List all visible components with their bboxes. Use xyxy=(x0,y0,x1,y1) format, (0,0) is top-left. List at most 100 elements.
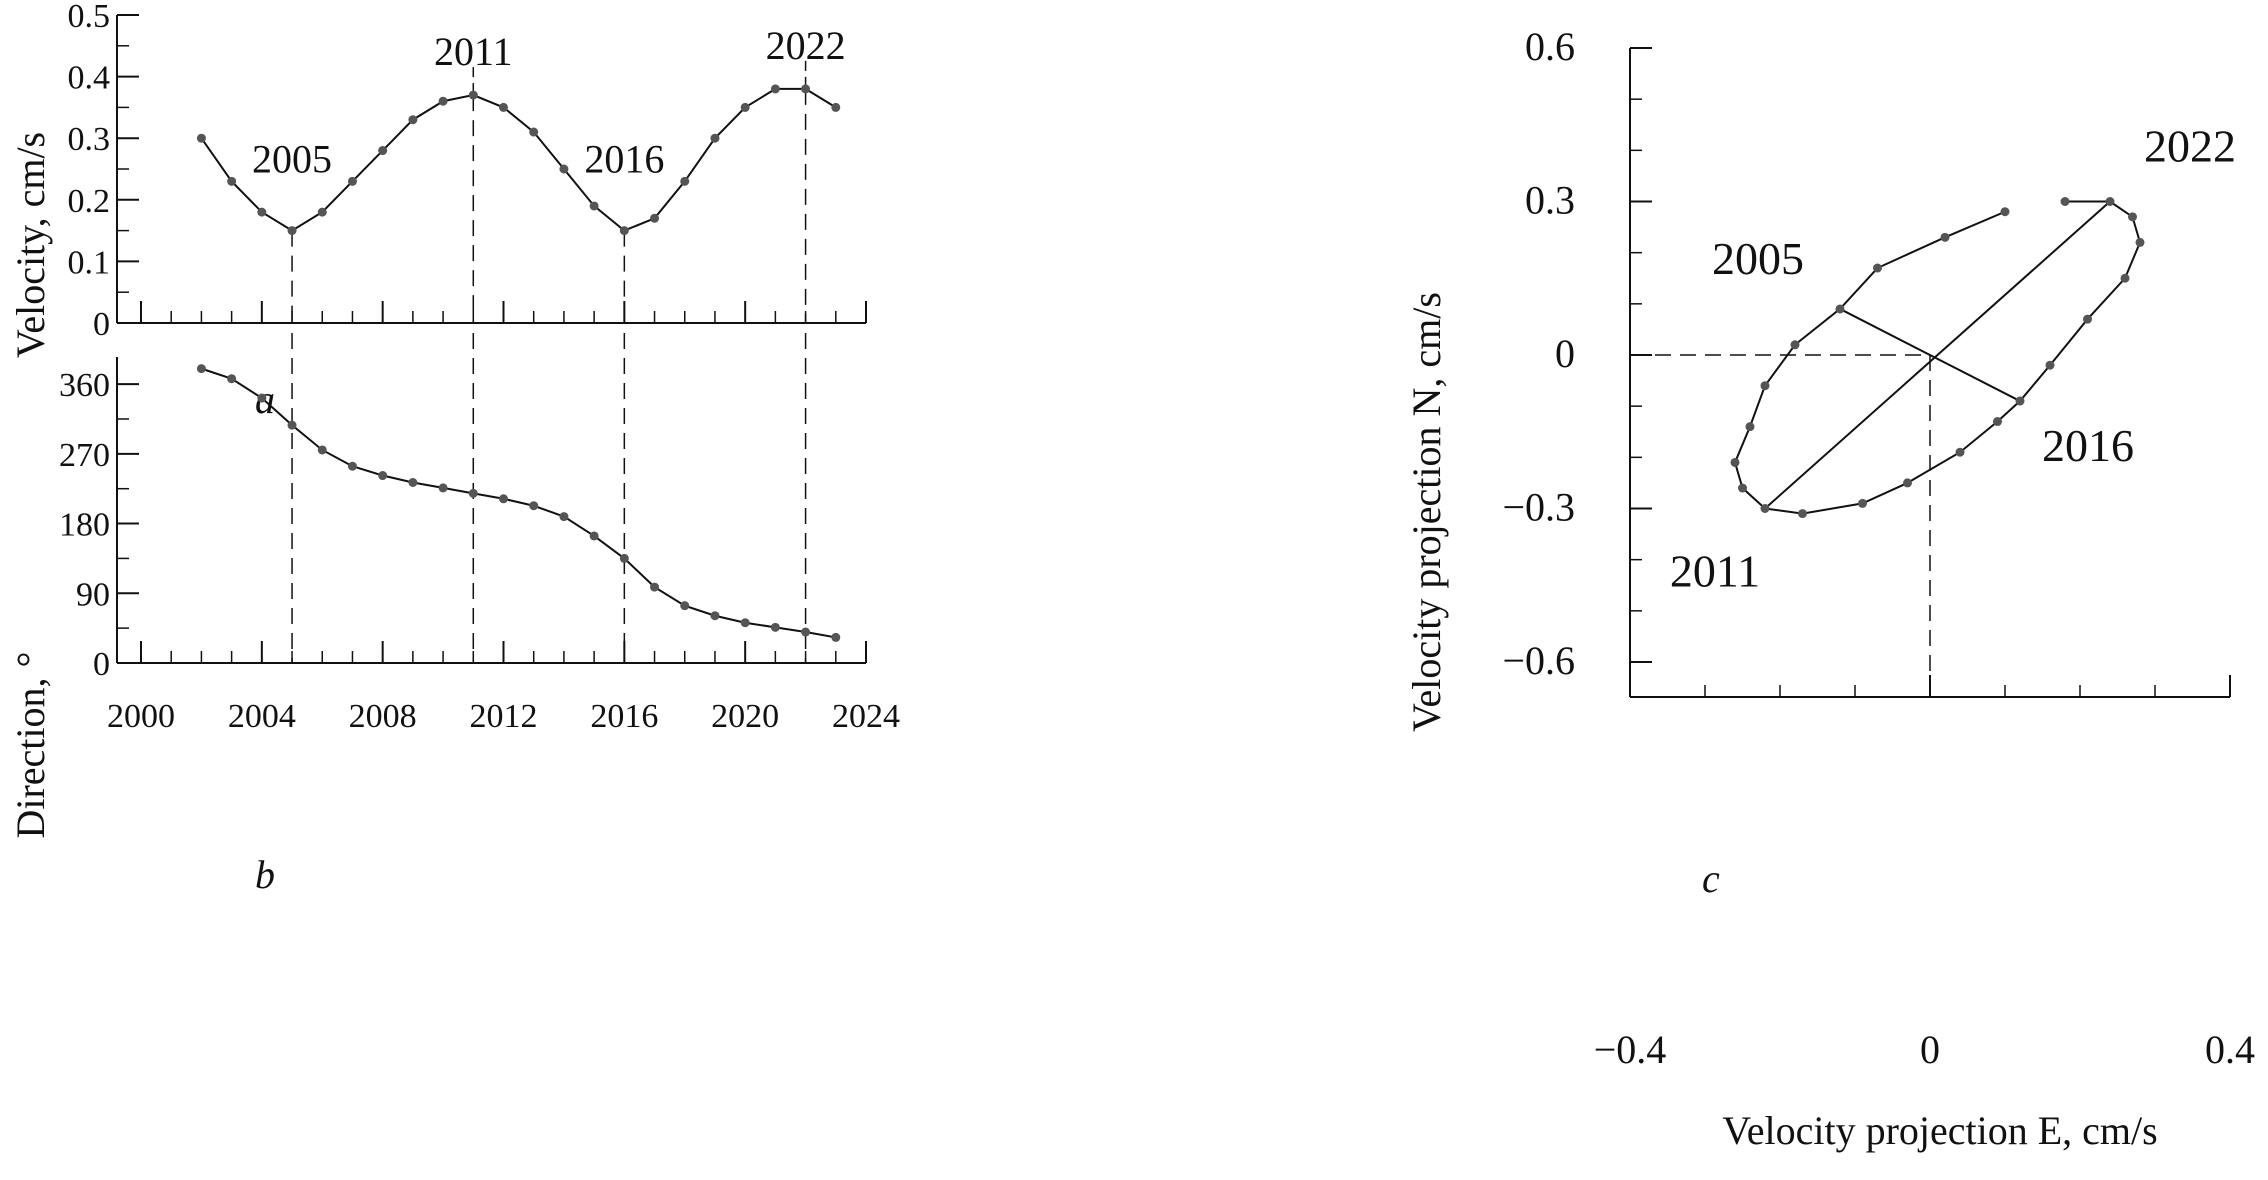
panel-b-xtick-label: 2000 xyxy=(107,698,175,735)
panel-a-point xyxy=(801,84,811,94)
panel-c-xtick-label: 0 xyxy=(1920,1027,1940,1072)
panel-a-ylabel: Velocity, cm/s xyxy=(8,132,53,358)
panel-b-xtick-label: 2016 xyxy=(590,698,658,735)
panel-b-guides xyxy=(291,333,807,663)
panel-a-point xyxy=(408,115,418,125)
panel-c-major-axis xyxy=(1764,200,2111,510)
panel-b-point xyxy=(529,501,539,511)
panel-a-ytick-label: 0.5 xyxy=(68,0,111,35)
panel-a-point xyxy=(710,133,720,143)
panel-b-point xyxy=(347,461,357,471)
panel-a-point xyxy=(589,201,599,211)
panel-b-point xyxy=(770,622,780,632)
panel-a-point xyxy=(317,207,327,217)
panel-c-point xyxy=(1760,381,1770,391)
panel-c-ytick-label: −0.3 xyxy=(1502,485,1575,530)
panel-b-ytick-label: 180 xyxy=(59,507,110,544)
panel-c: −0.6 −0.3 0 0.3 0.6 −0.4 0 0.4 2005 2011 2016 2022… xyxy=(1404,24,2255,1153)
panel-b-direction-line xyxy=(201,367,836,639)
panel-a-annotation-2022: 2022 xyxy=(766,23,846,68)
panel-c-point xyxy=(1745,422,1755,432)
panel-c-point xyxy=(1955,447,1965,457)
panel-a-point xyxy=(438,96,448,106)
panel-a-annotation-2005: 2005 xyxy=(252,137,332,182)
panel-b-point xyxy=(499,494,508,504)
panel-c-annotation-2005: 2005 xyxy=(1712,233,1804,284)
panel-a-point xyxy=(347,176,357,186)
panel-a-point xyxy=(257,207,267,217)
panel-c-guides xyxy=(1630,354,1931,697)
panel-a-ytick-label: 0.2 xyxy=(68,183,111,220)
panel-c-xtick-label: 0.4 xyxy=(2205,1027,2255,1072)
panel-a-annotation-2016: 2016 xyxy=(584,137,664,182)
panel-c-point xyxy=(2015,396,2025,406)
panel-a: 0 0.1 0.2 0.3 0.4 0.5 2005 2011 2016 2022 Veloci… xyxy=(8,0,867,422)
panel-a-point xyxy=(559,164,569,174)
panel-b-point xyxy=(408,477,418,487)
panel-c-ylabel: Velocity projection N, cm/s xyxy=(1404,292,1449,732)
panel-c-annotation-2016: 2016 xyxy=(2042,420,2134,471)
panel-a-axes: 0 0.1 0.2 0.3 0.4 0.5 xyxy=(68,0,867,343)
panel-b-axes: 0 90 180 270 360 2000 2004 2008 2012 2016 2020 2024 xyxy=(59,357,900,735)
panel-b-xtick-label: 2012 xyxy=(470,698,538,735)
panel-c-point xyxy=(1903,478,1912,488)
panel-a-guides xyxy=(291,60,807,323)
panel-c-letter: c xyxy=(1702,856,1720,901)
panel-a-point xyxy=(287,226,297,236)
panel-a-point xyxy=(499,102,508,112)
panel-c-ytick-label: 0.6 xyxy=(1525,24,1575,69)
panel-c-point xyxy=(1760,504,1770,513)
panel-b-point xyxy=(468,488,478,498)
panel-b-ytick-label: 270 xyxy=(59,437,110,474)
panel-b-point xyxy=(740,618,750,628)
panel-a-point xyxy=(740,102,750,112)
panel-b-letter: b xyxy=(255,852,275,897)
panel-a-point xyxy=(650,213,660,223)
panel-b-ytick-label: 90 xyxy=(76,576,110,613)
panel-b-point xyxy=(287,420,297,430)
panel-c-point xyxy=(2000,207,2010,217)
panel-b-xtick-label: 2008 xyxy=(349,698,417,735)
panel-c-point xyxy=(1730,457,1740,467)
panel-c-point xyxy=(2128,212,2137,222)
panel-a-point xyxy=(770,84,780,94)
panel-b-xtick-label: 2020 xyxy=(711,698,779,735)
panel-b-xtick-label: 2004 xyxy=(228,698,296,735)
panel-c-point xyxy=(2083,314,2092,324)
panel-a-labels: 2005 2011 2016 2022 xyxy=(252,23,846,182)
panel-a-velocity-line xyxy=(200,87,837,232)
panel-b-point xyxy=(378,471,388,481)
panel-b-point xyxy=(438,483,448,493)
panel-a-point xyxy=(468,90,478,100)
panel-c-point xyxy=(1738,483,1747,493)
panel-a-series xyxy=(196,84,841,236)
panel-b-ylabel: Direction, ° xyxy=(8,651,53,838)
panel-b-xtick-label: 2024 xyxy=(832,698,900,735)
panel-c-point xyxy=(2045,360,2055,370)
panel-c-point xyxy=(2120,273,2130,283)
panel-b-point xyxy=(831,632,841,642)
panel-c-xlabel: Velocity projection E, cm/s xyxy=(1722,1108,2157,1153)
panel-c-annotation-2022: 2022 xyxy=(2144,121,2236,172)
panel-b-point xyxy=(710,611,720,621)
panel-c-point xyxy=(1798,509,1807,519)
panel-c-point xyxy=(1835,304,1845,314)
panel-c-annotation-2011: 2011 xyxy=(1670,546,1760,597)
panel-b-point xyxy=(257,393,267,403)
panel-b-point xyxy=(227,374,237,384)
panel-c-point xyxy=(1940,232,1950,242)
panel-c-point xyxy=(2060,197,2070,206)
panel-a-point xyxy=(529,127,539,137)
panel-a-point xyxy=(619,226,629,236)
panel-c-point xyxy=(1993,417,2002,427)
panel-b-point xyxy=(650,582,660,592)
panel-c-ytick-label: 0 xyxy=(1555,331,1575,376)
panel-a-point xyxy=(378,146,388,156)
panel-a-point xyxy=(680,176,690,186)
panel-b-point xyxy=(801,627,811,637)
panel-b-point xyxy=(196,364,206,374)
panel-a-ytick-label: 0.4 xyxy=(68,60,111,97)
panel-c-axes: −0.6 −0.3 0 0.3 0.6 −0.4 0 0.4 xyxy=(1502,24,2255,1072)
panel-b-point xyxy=(589,531,599,541)
